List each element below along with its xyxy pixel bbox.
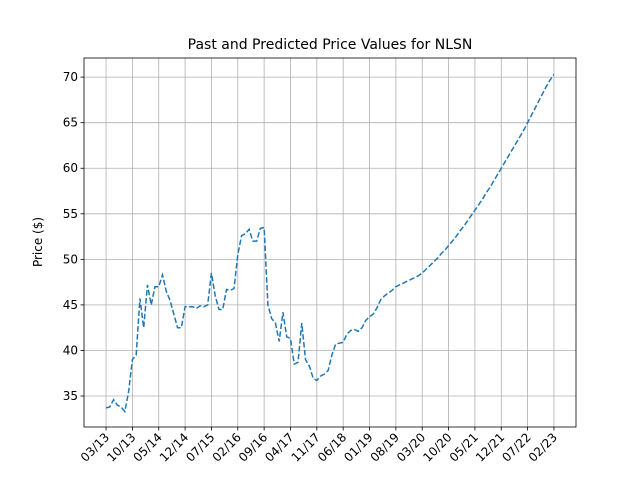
x-tick-label: 10/20 [420, 430, 454, 464]
x-tick-label: 06/18 [315, 430, 349, 464]
y-axis-label: Price ($) [31, 217, 45, 267]
x-tick-label: 12/14 [157, 430, 191, 464]
y-tick-label: 50 [63, 252, 78, 266]
x-tick-label: 09/16 [236, 430, 270, 464]
y-tick-label: 45 [63, 298, 78, 312]
y-tick-label: 55 [63, 207, 78, 221]
x-tick-label: 07/22 [499, 430, 533, 464]
x-tick-label: 05/21 [447, 430, 481, 464]
y-tick-label: 60 [63, 161, 78, 175]
y-tick-label: 40 [63, 343, 78, 357]
chart-title: Past and Predicted Price Values for NLSN [188, 37, 473, 53]
plot-frame [83, 57, 577, 428]
y-tick-label: 35 [63, 389, 78, 403]
y-tick-label: 70 [63, 70, 78, 84]
x-tick-label: 03/13 [78, 430, 112, 464]
y-tick-label: 65 [63, 116, 78, 130]
x-tick-label: 11/17 [289, 430, 323, 464]
x-tick-label: 02/16 [210, 430, 244, 464]
x-tick-label: 01/19 [341, 430, 375, 464]
x-tick-label: 02/23 [526, 430, 560, 464]
x-tick-label: 12/21 [473, 430, 507, 464]
price-line [105, 73, 555, 414]
x-tick-label: 05/14 [131, 430, 165, 464]
x-tick-label: 08/19 [368, 430, 402, 464]
x-tick-label: 03/20 [394, 430, 428, 464]
x-tick-label: 10/13 [104, 430, 138, 464]
x-tick-label: 07/15 [183, 430, 217, 464]
x-tick-label: 04/17 [262, 430, 296, 464]
